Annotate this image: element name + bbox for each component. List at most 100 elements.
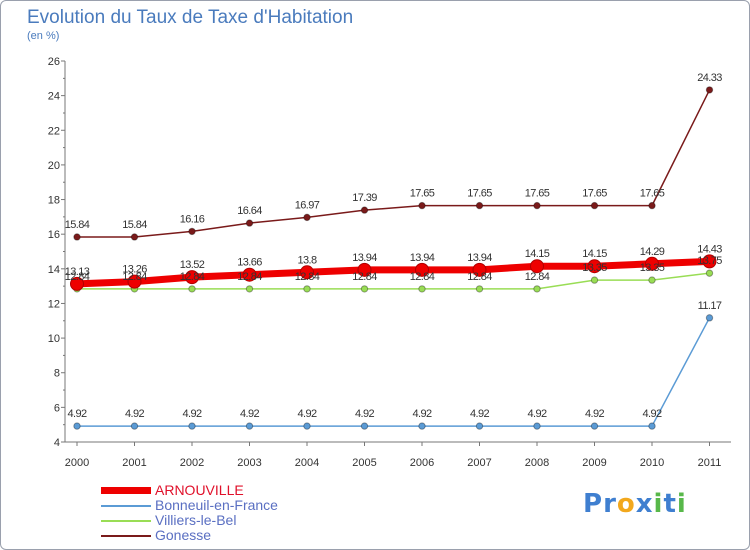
data-point-arnouville: [702, 254, 717, 269]
series-line-bonneuil-en-france: [76, 317, 711, 427]
logo-letter: o: [616, 489, 636, 519]
data-label-villiers-le-bel: 12.84: [410, 271, 435, 283]
proxiti-logo: Proxiti: [583, 489, 687, 519]
legend-swatch-villiers-le-bel: [101, 520, 151, 522]
series-line-arnouville: [73, 257, 713, 288]
x-tick-label: 2011: [698, 457, 722, 469]
data-label-arnouville: 13.13: [65, 266, 90, 278]
data-point-gonesse: [648, 201, 656, 210]
legend-item-villiers-le-bel: Villiers-le-Bel: [101, 512, 361, 528]
data-label-villiers-le-bel: 12.84: [122, 271, 147, 283]
data-point-gonesse: [360, 206, 369, 214]
x-tick-label: 2004: [295, 457, 319, 469]
y-tick-label: 14: [48, 264, 60, 276]
data-label-gonesse: 16.97: [295, 199, 320, 211]
data-point-arnouville: [70, 276, 84, 291]
data-point-arnouville: [645, 256, 659, 271]
series-line-villiers-le-bel: [76, 272, 711, 290]
data-point-arnouville: [472, 262, 487, 277]
data-point-arnouville: [357, 262, 372, 277]
x-tick-label: 2003: [237, 457, 261, 469]
data-label-bonneuil-en-france: 4.92: [182, 408, 201, 420]
data-label-gonesse: 17.65: [525, 188, 550, 200]
y-tick-label: 12: [48, 298, 60, 310]
data-point-villiers-le-bel: [590, 276, 599, 284]
data-point-arnouville: [242, 267, 257, 282]
data-label-bonneuil-en-france: 4.92: [412, 408, 431, 420]
data-label-arnouville: 13.94: [352, 252, 377, 264]
x-tick-label: 2006: [410, 457, 434, 469]
data-point-bonneuil-en-france: [360, 422, 369, 430]
data-point-villiers-le-bel: [533, 285, 541, 293]
data-label-gonesse: 17.65: [640, 188, 665, 200]
y-tick-label: 10: [48, 333, 60, 345]
data-point-villiers-le-bel: [648, 276, 656, 284]
data-point-bonneuil-en-france: [188, 422, 196, 430]
series-line-gonesse: [76, 89, 711, 238]
y-tick-label: 8: [54, 368, 60, 380]
data-label-bonneuil-en-france: 11.17: [698, 300, 722, 312]
x-tick-label: 2008: [525, 457, 549, 469]
data-label-villiers-le-bel: 12.84: [467, 271, 492, 283]
legend-label-gonesse: Gonesse: [155, 527, 212, 543]
data-point-arnouville: [127, 274, 142, 289]
data-point-bonneuil-en-france: [533, 422, 541, 430]
data-point-villiers-le-bel: [418, 285, 426, 293]
data-label-villiers-le-bel: 13.35: [640, 262, 665, 274]
logo-letter: x: [635, 489, 654, 519]
data-label-bonneuil-en-france: 4.92: [527, 408, 546, 420]
legend-label-bonneuil-en-france: Bonneuil-en-France: [155, 497, 278, 513]
data-point-bonneuil-en-france: [303, 422, 311, 430]
data-point-bonneuil-en-france: [245, 422, 254, 430]
logo-letter: i: [653, 489, 664, 519]
legend-item-arnouville: ARNOUVILLE: [101, 482, 361, 498]
data-label-villiers-le-bel: 12.84: [180, 271, 205, 283]
legend-swatch-bonneuil-en-france: [101, 505, 151, 507]
data-point-gonesse: [130, 233, 139, 241]
y-tick-label: 26: [48, 56, 60, 68]
y-tick-label: 16: [48, 229, 60, 241]
legend-label-villiers-le-bel: Villiers-le-Bel: [155, 512, 237, 528]
data-label-arnouville: 13.52: [180, 259, 205, 271]
legend-swatch-gonesse: [101, 535, 151, 537]
data-label-arnouville: 14.15: [525, 248, 550, 260]
data-label-gonesse: 15.84: [65, 219, 90, 231]
x-tick-label: 2009: [582, 457, 606, 469]
data-label-gonesse: 16.64: [237, 205, 262, 217]
y-tick-label: 4: [54, 437, 60, 449]
data-point-villiers-le-bel: [360, 285, 369, 293]
data-point-gonesse: [245, 219, 254, 227]
data-label-villiers-le-bel: 13.75: [697, 255, 722, 267]
data-label-bonneuil-en-france: 4.92: [355, 408, 374, 420]
data-point-gonesse: [188, 227, 196, 236]
x-tick-label: 2007: [467, 457, 491, 469]
data-label-bonneuil-en-france: 4.92: [67, 408, 86, 420]
data-point-gonesse: [533, 201, 541, 210]
legend-swatch-arnouville: [101, 487, 151, 494]
data-point-villiers-le-bel: [475, 285, 484, 293]
legend: ARNOUVILLE Bonneuil-en-France Villiers-l…: [101, 482, 361, 543]
data-point-villiers-le-bel: [188, 285, 196, 293]
data-label-villiers-le-bel: 12.84: [295, 271, 320, 283]
data-label-bonneuil-en-france: 4.92: [642, 408, 661, 420]
data-label-gonesse: 17.65: [410, 188, 435, 200]
data-point-arnouville: [530, 259, 544, 274]
x-tick-label: 2001: [122, 457, 146, 469]
data-label-arnouville: 14.15: [582, 248, 607, 260]
data-label-arnouville: 13.94: [410, 252, 435, 264]
y-tick-label: 6: [54, 402, 60, 414]
legend-item-gonesse: Gonesse: [101, 527, 361, 543]
data-label-arnouville: 13.66: [237, 257, 262, 269]
logo-letter: r: [603, 489, 617, 519]
data-point-gonesse: [705, 86, 714, 94]
logo-letter: i: [676, 489, 687, 519]
x-tick-label: 2002: [180, 457, 204, 469]
legend-item-bonneuil-en-france: Bonneuil-en-France: [101, 497, 361, 513]
data-point-villiers-le-bel: [245, 285, 254, 293]
data-point-bonneuil-en-france: [475, 422, 484, 430]
y-tick-label: 22: [48, 125, 60, 137]
data-point-arnouville: [415, 262, 429, 277]
data-point-gonesse: [303, 213, 311, 222]
data-label-villiers-le-bel: 12.84: [525, 271, 550, 283]
